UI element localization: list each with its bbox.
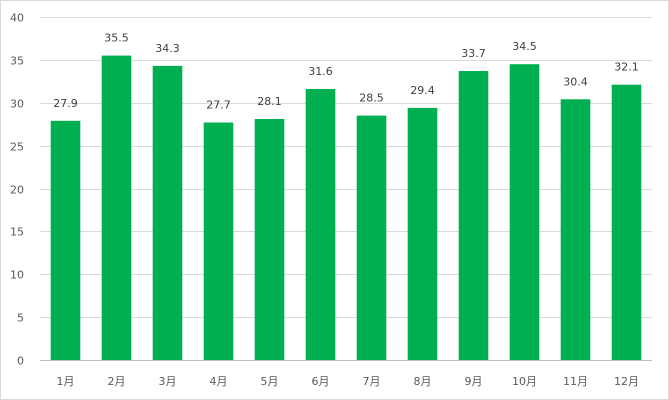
y-tick-label: 0 bbox=[17, 355, 24, 368]
data-label: 28.1 bbox=[257, 95, 282, 108]
data-label: 31.6 bbox=[308, 65, 333, 78]
data-label: 29.4 bbox=[410, 84, 435, 97]
bar-11 bbox=[560, 99, 591, 361]
bar-9 bbox=[458, 71, 489, 360]
x-axis-tick-labels: 1月 2月 3月 4月 5月 6月 7月 8月 9月 10月 11月 12月 bbox=[57, 375, 640, 388]
bar-10 bbox=[509, 64, 540, 360]
data-label: 27.9 bbox=[53, 97, 78, 110]
x-tick-label: 12月 bbox=[614, 375, 639, 388]
bar-12 bbox=[611, 84, 642, 360]
x-tick-label: 2月 bbox=[108, 375, 126, 388]
x-tick-label: 1月 bbox=[57, 375, 75, 388]
bar-1 bbox=[50, 120, 81, 360]
x-tick-label: 11月 bbox=[563, 375, 588, 388]
bar-6 bbox=[305, 89, 336, 360]
x-tick-label: 7月 bbox=[363, 375, 381, 388]
x-tick-label: 3月 bbox=[159, 375, 177, 388]
x-tick-label: 5月 bbox=[261, 375, 279, 388]
gridlines bbox=[40, 17, 652, 361]
bar-8 bbox=[407, 107, 438, 361]
bar-7 bbox=[356, 115, 387, 360]
y-tick-label: 5 bbox=[17, 312, 24, 325]
data-label: 32.1 bbox=[614, 61, 639, 74]
y-tick-label: 35 bbox=[10, 55, 24, 68]
data-label: 34.5 bbox=[512, 40, 537, 53]
y-tick-label: 20 bbox=[10, 184, 24, 197]
x-tick-label: 6月 bbox=[312, 375, 330, 388]
data-label: 27.7 bbox=[206, 99, 231, 112]
data-labels: 27.9 35.5 34.3 27.7 28.1 31.6 28.5 29.4 33.7 34.5… bbox=[53, 32, 639, 112]
bar-4 bbox=[203, 122, 234, 360]
y-tick-label: 10 bbox=[10, 269, 24, 282]
data-label: 30.4 bbox=[563, 75, 588, 88]
bar-5 bbox=[254, 119, 285, 360]
data-label: 33.7 bbox=[461, 47, 486, 60]
bar-3 bbox=[152, 65, 183, 361]
y-tick-label: 15 bbox=[10, 226, 24, 239]
y-tick-label: 25 bbox=[10, 141, 24, 154]
y-tick-label: 30 bbox=[10, 98, 24, 111]
x-tick-label: 8月 bbox=[414, 375, 432, 388]
x-tick-label: 4月 bbox=[210, 375, 228, 388]
bar-2 bbox=[101, 55, 132, 360]
data-label: 35.5 bbox=[104, 32, 129, 45]
y-tick-label: 40 bbox=[10, 12, 24, 25]
data-label: 34.3 bbox=[155, 42, 180, 55]
x-tick-label: 10月 bbox=[512, 375, 537, 388]
bars bbox=[50, 55, 642, 361]
x-tick-label: 9月 bbox=[465, 375, 483, 388]
y-axis-tick-labels: 0 5 10 15 20 25 30 35 40 bbox=[10, 12, 24, 368]
data-label: 28.5 bbox=[359, 92, 384, 105]
